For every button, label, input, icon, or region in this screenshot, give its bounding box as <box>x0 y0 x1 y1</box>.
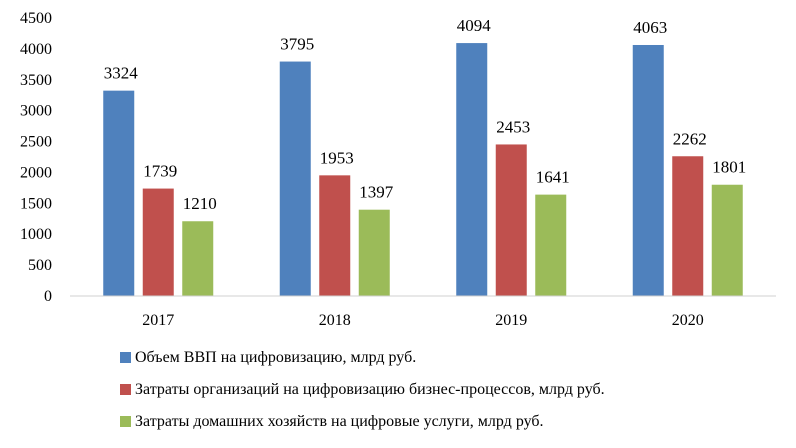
bar-2020-series-3 <box>711 184 743 296</box>
data-label: 3324 <box>104 64 139 83</box>
data-label: 1397 <box>359 183 394 202</box>
x-tick-label: 2017 <box>142 312 174 329</box>
legend-swatch-3 <box>120 416 131 427</box>
bar-2019-series-1 <box>456 43 488 296</box>
data-labels: 3324 1739 1210 3795 1953 1397 4094 2453 1641 4063… <box>104 16 747 213</box>
y-axis-ticks: 0 500 1000 1500 2000 2500 3000 3500 4000 4500 <box>20 10 52 305</box>
y-tick-label: 3000 <box>20 103 52 120</box>
data-label: 3795 <box>280 35 314 54</box>
bar-2017-series-3 <box>182 221 214 296</box>
data-label: 1210 <box>183 194 217 213</box>
y-tick-label: 3500 <box>20 72 52 89</box>
data-label: 1739 <box>143 162 177 181</box>
data-label: 1641 <box>536 168 570 187</box>
legend: Объем ВВП на цифровизацию, млрд руб. Затр… <box>120 349 605 430</box>
data-label: 1801 <box>712 158 746 177</box>
bar-2017-series-2 <box>142 188 174 296</box>
data-label: 2262 <box>673 129 707 148</box>
y-tick-label: 1000 <box>20 226 52 243</box>
y-tick-label: 500 <box>28 257 52 274</box>
legend-swatch-2 <box>120 384 131 395</box>
bars <box>103 43 743 297</box>
bar-2019-series-2 <box>495 144 527 296</box>
y-tick-label: 0 <box>44 288 52 305</box>
x-axis-ticks: 2017 2018 2019 2020 <box>142 312 704 329</box>
legend-label-3: Затраты домашних хозяйств на цифровые ус… <box>135 413 544 430</box>
data-label: 4063 <box>633 18 667 37</box>
bar-2020-series-2 <box>672 156 704 296</box>
data-label: 4094 <box>457 16 492 35</box>
bar-2017-series-1 <box>103 90 135 296</box>
data-label: 1953 <box>320 148 354 167</box>
legend-swatch-1 <box>120 352 131 363</box>
bar-2018-series-1 <box>279 61 311 297</box>
legend-label-1: Объем ВВП на цифровизацию, млрд руб. <box>135 349 416 366</box>
data-label: 2453 <box>496 117 530 136</box>
y-tick-label: 4500 <box>20 10 52 27</box>
bar-2018-series-3 <box>358 209 390 296</box>
bar-2020-series-1 <box>632 44 664 296</box>
legend-label-2: Затраты организаций на цифровизацию бизн… <box>135 381 605 398</box>
bar-2019-series-3 <box>535 194 567 296</box>
y-tick-label: 4000 <box>20 41 52 58</box>
y-tick-label: 2000 <box>20 164 52 181</box>
x-tick-label: 2020 <box>672 312 704 329</box>
x-tick-label: 2019 <box>495 312 527 329</box>
bar-2018-series-2 <box>319 175 351 296</box>
y-tick-label: 1500 <box>20 195 52 212</box>
x-tick-label: 2018 <box>319 312 351 329</box>
y-tick-label: 2500 <box>20 134 52 151</box>
